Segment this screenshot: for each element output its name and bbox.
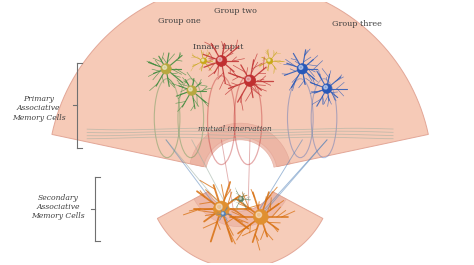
Text: Secondary
Associative
Memory Cells: Secondary Associative Memory Cells (32, 194, 85, 220)
Circle shape (246, 77, 251, 81)
Polygon shape (52, 0, 428, 167)
Polygon shape (194, 192, 286, 227)
Circle shape (297, 64, 308, 74)
Text: Primary
Associative
Memory Cells: Primary Associative Memory Cells (12, 95, 65, 122)
Circle shape (216, 204, 222, 210)
Circle shape (244, 75, 255, 86)
Circle shape (201, 59, 204, 61)
Circle shape (239, 197, 241, 199)
Circle shape (218, 57, 222, 61)
Circle shape (189, 87, 192, 91)
Circle shape (161, 64, 171, 74)
Circle shape (254, 210, 268, 224)
Circle shape (299, 65, 303, 69)
Circle shape (268, 59, 270, 61)
Circle shape (213, 201, 229, 217)
Circle shape (256, 212, 262, 218)
Circle shape (163, 65, 167, 69)
Text: Innate input: Innate input (193, 43, 244, 51)
Circle shape (239, 197, 244, 202)
Circle shape (216, 56, 227, 66)
Text: Group three: Group three (332, 20, 382, 28)
Circle shape (187, 86, 197, 95)
Circle shape (322, 84, 332, 93)
Text: Group two: Group two (214, 7, 256, 15)
Circle shape (267, 58, 273, 64)
Polygon shape (157, 192, 323, 265)
Circle shape (222, 213, 224, 214)
Circle shape (201, 58, 207, 64)
Text: mutual innervation: mutual innervation (198, 125, 272, 133)
Polygon shape (190, 123, 290, 167)
Circle shape (221, 212, 226, 216)
Circle shape (324, 85, 328, 89)
Text: Group one: Group one (157, 16, 201, 25)
